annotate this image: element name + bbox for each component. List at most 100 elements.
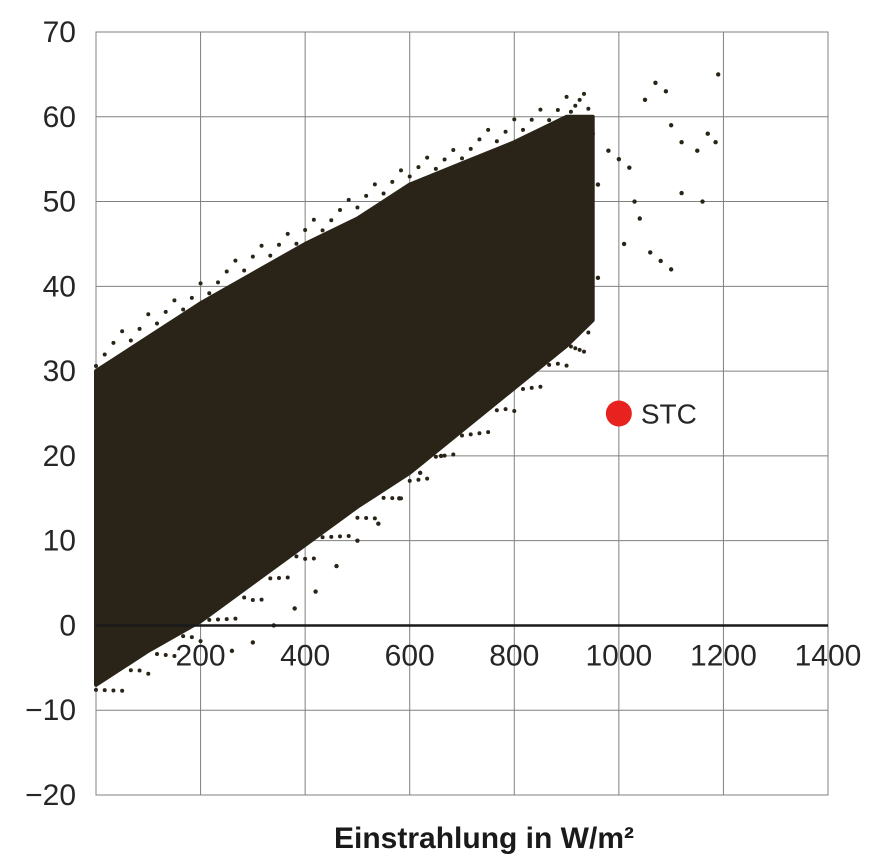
data-point [663,89,669,94]
data-point [355,538,360,543]
data-point [181,634,186,639]
data-point [146,671,151,676]
y-tick-label: 60 [43,101,76,134]
data-point [433,454,438,459]
data-point [606,148,611,153]
data-point [364,193,369,198]
data-point [189,635,194,640]
data-point [155,651,159,656]
data-point [547,362,552,367]
data-point [586,106,591,111]
x-axis-title: Einstrahlung in W/m² [334,822,634,855]
data-point [364,516,369,521]
data-point [425,476,430,481]
data-point [372,182,377,187]
data-point [621,241,627,247]
data-point [311,556,316,561]
data-point [512,117,517,122]
data-point [564,363,569,368]
data-point [468,146,473,151]
data-point [425,155,430,160]
data-point [713,140,718,145]
data-point [564,94,569,99]
stc-label: STC [641,399,697,430]
data-point [294,241,299,246]
data-point [355,515,360,520]
data-point [642,97,648,103]
data-point [521,387,525,392]
data-point [433,166,438,171]
data-point [285,575,290,580]
data-point [700,199,705,204]
data-point [653,80,658,86]
data-point [451,452,456,457]
data-point [442,453,447,458]
data-point [311,217,316,222]
data-point [679,140,684,145]
data-point [390,179,395,184]
data-point [494,139,499,144]
data-point [568,109,573,114]
data-point [137,668,142,673]
data-point [329,218,334,223]
data-point [155,321,159,326]
x-tick-label: 1200 [690,639,757,672]
data-point [198,281,203,286]
data-point [207,617,212,622]
x-tick-label: 600 [385,639,435,672]
data-point [416,477,421,482]
y-tick-label: −10 [25,694,76,727]
data-point [268,253,273,258]
data-point [338,534,342,539]
data-point [705,131,710,136]
data-point [590,131,595,136]
data-point [512,408,517,413]
data-point [207,291,212,296]
data-point [538,107,543,112]
data-point [460,156,464,161]
data-point [407,478,412,483]
data-point [381,191,386,196]
data-point [716,72,721,77]
data-point [595,275,601,281]
data-point [313,589,318,594]
data-point [334,563,339,569]
data-point [582,349,586,354]
data-point [268,576,273,581]
data-point [128,668,133,673]
data-point [399,496,403,501]
x-tick-label: 400 [280,639,330,672]
data-point [503,129,508,134]
data-point [486,127,491,132]
data-point [242,595,247,600]
data-point [120,329,125,334]
data-point [233,258,238,263]
data-point [189,295,194,300]
data-point [477,431,482,436]
data-point [586,330,591,335]
data-point [501,377,507,382]
data-point [627,165,632,170]
data-point [372,516,377,521]
data-point [486,430,491,435]
data-band [94,114,595,687]
data-point [399,168,403,173]
data-point [538,384,543,389]
data-point [573,103,578,108]
data-point [346,197,351,202]
data-point [547,118,552,123]
data-point [494,408,499,413]
data-point [172,298,177,303]
data-point [438,453,444,459]
data-point [355,205,360,210]
data-point [120,688,125,693]
data-point [338,208,342,213]
data-point [111,340,116,345]
data-point [320,535,325,540]
data-point [648,250,653,255]
data-point [582,91,586,96]
data-point [381,495,386,500]
y-tick-label: 30 [43,355,76,388]
data-point [224,269,229,274]
